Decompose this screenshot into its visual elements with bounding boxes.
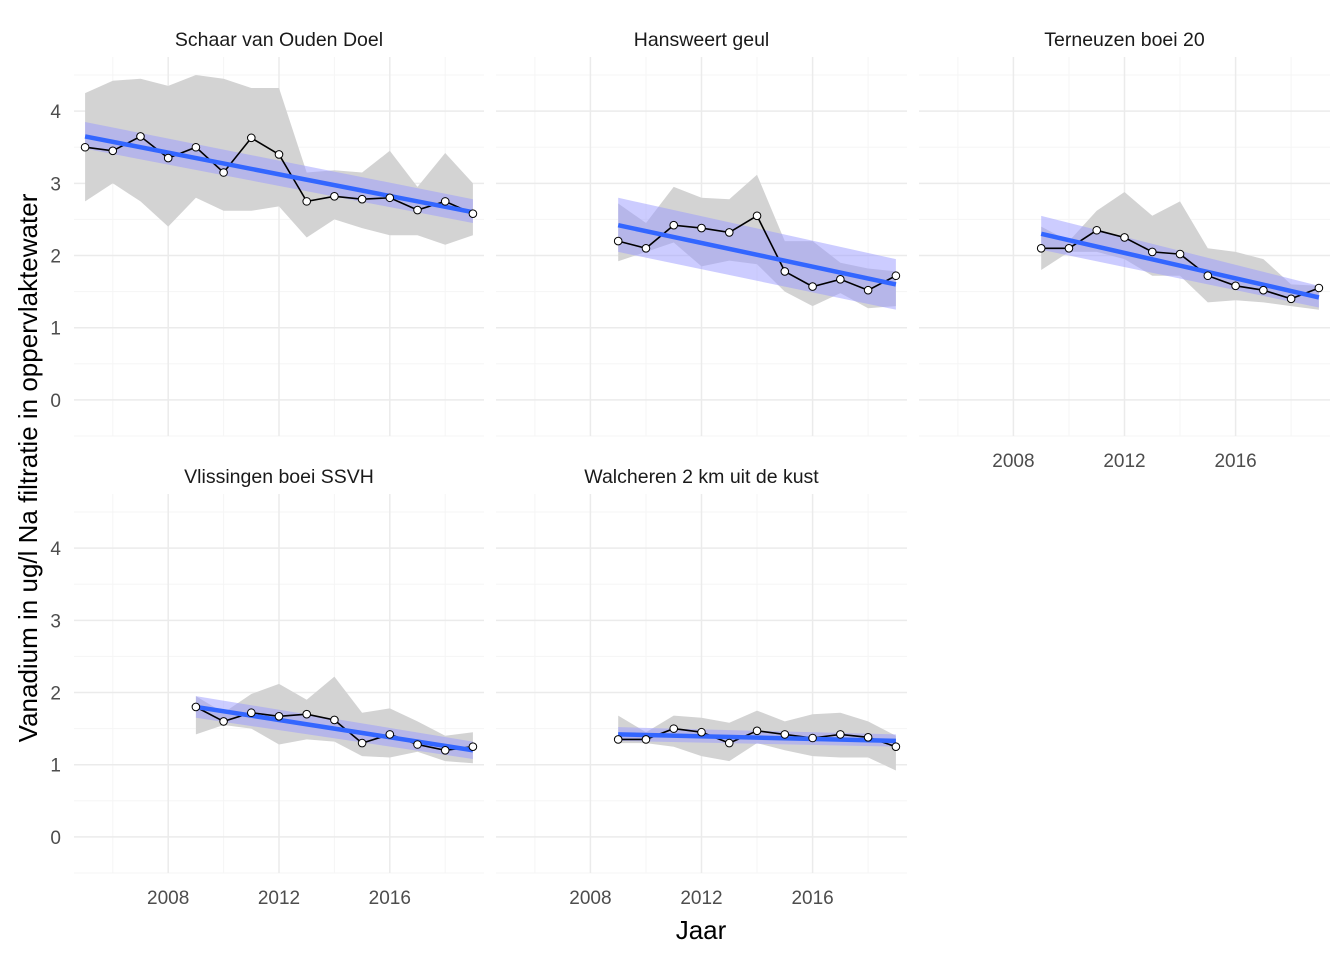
data-point xyxy=(219,168,228,177)
data-point xyxy=(330,192,339,201)
data-point xyxy=(724,738,734,748)
y-tick-label: 0 xyxy=(50,828,61,849)
data-point xyxy=(246,133,256,143)
data-point xyxy=(863,285,873,295)
data-point xyxy=(1092,225,1102,235)
data-point xyxy=(836,275,845,284)
panel-title: Vlissingen boei SSVH xyxy=(184,466,374,488)
data-point xyxy=(613,735,623,744)
x-tick-label: 2016 xyxy=(791,888,833,909)
data-point xyxy=(274,150,284,159)
trend-line xyxy=(618,732,896,744)
facet-panel: Schaar van Ouden Doel 0 1 2 3 4 xyxy=(50,29,484,437)
data-point xyxy=(219,717,228,726)
trend-line xyxy=(1040,231,1320,300)
x-tick-label: 2016 xyxy=(369,888,411,909)
y-tick-label: 1 xyxy=(50,756,61,777)
data-point xyxy=(191,702,201,712)
y-tick-label: 4 xyxy=(50,539,61,560)
facet-panel: Walcheren 2 km uit de kust 2008 2012 2016 xyxy=(496,466,907,909)
y-tick-label: 3 xyxy=(50,611,61,632)
data-point xyxy=(440,197,450,206)
data-point xyxy=(752,726,762,736)
data-point xyxy=(1120,233,1129,242)
panel-title: Hansweert geul xyxy=(634,29,770,51)
data-point xyxy=(752,211,762,221)
data-point xyxy=(780,730,790,739)
data-point xyxy=(163,153,173,163)
data-point xyxy=(302,709,312,719)
data-point xyxy=(1064,244,1074,253)
facet-panel: Vlissingen boei SSVH 0 1 2 3 4 2008 2012 2016 xyxy=(50,466,484,909)
trend-line xyxy=(84,134,474,215)
data-point xyxy=(274,712,284,721)
y-tick-label: 3 xyxy=(50,174,61,195)
data-point xyxy=(1175,249,1185,259)
data-point xyxy=(808,282,817,291)
facet-panel: Terneuzen boei 20 2008 2012 2016 xyxy=(919,29,1330,472)
data-point xyxy=(440,745,450,755)
x-tick-label: 2012 xyxy=(680,888,722,909)
data-point xyxy=(808,733,817,743)
data-point xyxy=(1036,244,1046,253)
y-tick-label: 2 xyxy=(50,247,61,268)
data-point xyxy=(246,708,256,718)
data-point xyxy=(1147,247,1157,257)
x-axis-title: Jaar xyxy=(676,915,727,945)
data-point xyxy=(697,223,706,233)
x-tick-label: 2012 xyxy=(258,888,300,909)
trend-line xyxy=(617,223,897,287)
data-point xyxy=(1286,294,1296,304)
data-point xyxy=(780,267,790,276)
x-tick-label: 2008 xyxy=(992,451,1034,472)
data-point xyxy=(80,142,90,152)
data-point xyxy=(330,715,339,725)
data-point xyxy=(191,142,201,152)
data-point xyxy=(468,209,478,218)
data-point xyxy=(641,735,651,744)
trend-confidence-band xyxy=(1041,215,1319,308)
data-point xyxy=(697,727,706,737)
data-point xyxy=(385,193,395,203)
data-point xyxy=(1259,285,1268,295)
x-tick-label: 2008 xyxy=(569,888,611,909)
data-point xyxy=(302,197,312,206)
panel-title: Terneuzen boei 20 xyxy=(1044,29,1205,51)
data-point xyxy=(724,228,734,237)
trend-line xyxy=(195,704,474,753)
data-point xyxy=(413,205,422,215)
x-tick-label: 2016 xyxy=(1214,451,1256,472)
data-point xyxy=(891,271,901,281)
data-point xyxy=(669,220,679,230)
data-point xyxy=(108,146,118,156)
data-point xyxy=(413,740,422,749)
y-tick-label: 0 xyxy=(50,391,61,412)
y-tick-label: 1 xyxy=(50,319,61,340)
data-point xyxy=(1203,271,1213,281)
data-point xyxy=(1314,283,1324,293)
data-point xyxy=(1231,281,1240,291)
data-point xyxy=(357,194,367,204)
data-point xyxy=(863,732,873,742)
data-point xyxy=(468,742,478,751)
y-tick-label: 4 xyxy=(50,102,61,123)
panel-title: Walcheren 2 km uit de kust xyxy=(584,466,819,488)
data-point xyxy=(357,738,367,748)
data-point xyxy=(385,730,395,739)
data-point xyxy=(641,244,651,253)
data-point xyxy=(891,742,901,751)
data-point xyxy=(613,236,623,246)
data-point xyxy=(836,730,845,739)
facet-panel: Hansweert geul xyxy=(496,29,907,437)
panel-title: Schaar van Ouden Doel xyxy=(175,29,383,51)
x-tick-label: 2012 xyxy=(1103,451,1145,472)
y-axis-title: Vanadium in ug/l Na filtratie in oppervl… xyxy=(13,193,43,742)
y-tick-label: 2 xyxy=(50,684,61,705)
data-point xyxy=(669,724,679,733)
data-point xyxy=(136,132,145,141)
x-tick-label: 2008 xyxy=(147,888,189,909)
